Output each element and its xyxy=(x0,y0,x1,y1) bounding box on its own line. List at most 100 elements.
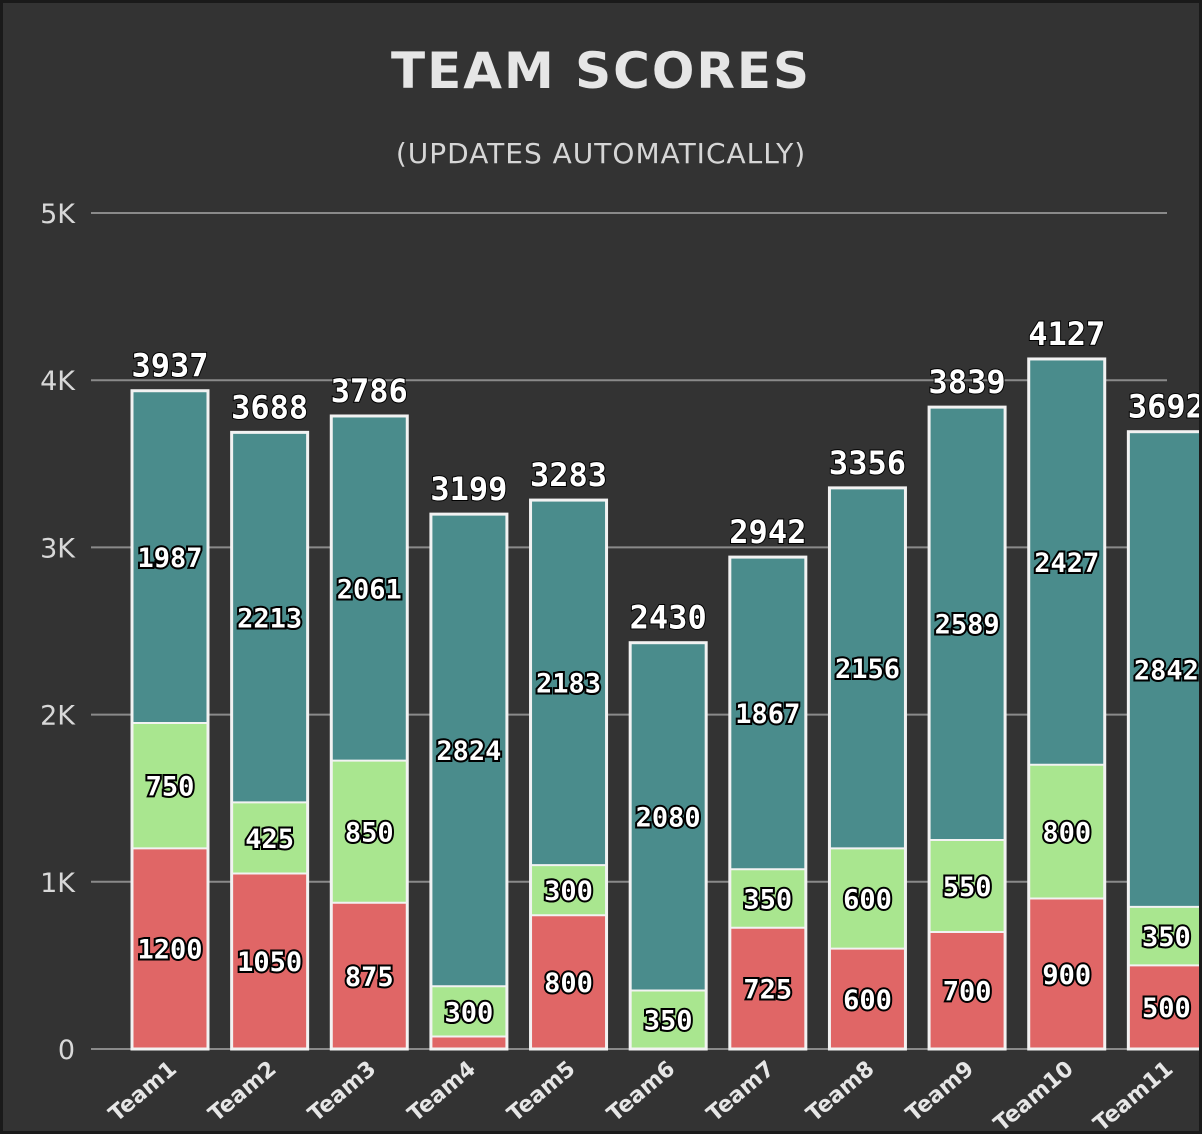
x-tick-label: Team4 xyxy=(403,1056,480,1127)
segment-value-label: 2080 xyxy=(636,803,701,834)
bar-segment xyxy=(231,802,308,874)
segment-value-label: 850 xyxy=(345,818,394,849)
bar-total-label: 3937 xyxy=(131,347,208,385)
segment-value-label: 300 xyxy=(445,997,494,1028)
bar-group: 500 350 2842 3692 xyxy=(1127,387,1199,1051)
segment-value-label: 2427 xyxy=(1034,548,1099,579)
segment-value-label: 350 xyxy=(1142,922,1191,953)
segment-value-label: 300 xyxy=(544,876,593,907)
segment-value-label: 350 xyxy=(743,885,792,916)
x-tick-label: Team7 xyxy=(702,1056,779,1127)
bar-segment xyxy=(1028,358,1105,765)
bar-segment xyxy=(630,642,707,991)
x-tick-label: Team9 xyxy=(902,1056,979,1127)
bar-total-label: 3356 xyxy=(829,444,906,482)
bar-segment xyxy=(829,848,906,949)
bar-segment xyxy=(530,915,607,1049)
segment-value-label: 900 xyxy=(1042,960,1091,991)
y-tick-label: 5K xyxy=(40,199,76,230)
bar-group: 1200 750 1987 3937 xyxy=(130,346,210,1051)
bar-segment xyxy=(929,407,1006,840)
x-tick-label: Team2 xyxy=(204,1056,281,1127)
x-tick-label: Team6 xyxy=(603,1056,680,1127)
bar-group: 300 2824 3199 xyxy=(429,469,508,1051)
bar-segment xyxy=(729,869,806,928)
bar-group: 875 850 2061 3786 xyxy=(330,371,409,1051)
y-tick-label: 2K xyxy=(40,701,76,732)
bar-total-label: 2430 xyxy=(630,599,707,637)
bar-group: 725 350 1867 2942 xyxy=(728,512,807,1051)
segment-value-label: 2589 xyxy=(935,610,1000,641)
bar-group: 1050 425 2213 3688 xyxy=(230,387,309,1051)
bar-segment xyxy=(231,432,308,803)
bar-segment xyxy=(729,927,806,1049)
bar-group: 900 800 2427 4127 xyxy=(1027,314,1106,1051)
bar-total-label: 4127 xyxy=(1028,315,1105,353)
bar-segment xyxy=(331,415,408,761)
bar-segment xyxy=(231,873,308,1049)
x-tick-label: Team10 xyxy=(989,1056,1078,1131)
segment-value-label: 750 xyxy=(146,772,195,803)
bar-segment xyxy=(929,840,1006,932)
bar-segment xyxy=(829,487,906,849)
bar-segment xyxy=(132,848,208,1049)
bar-segment xyxy=(630,990,707,1049)
bar-total-label: 2942 xyxy=(729,513,806,551)
x-tick-label: Team1 xyxy=(104,1056,181,1127)
segment-value-label: 2213 xyxy=(237,603,302,634)
bar-total-label: 3786 xyxy=(331,372,408,410)
bar-segment xyxy=(929,931,1006,1049)
segment-value-label: 700 xyxy=(943,976,992,1007)
segment-value-label: 800 xyxy=(1042,818,1091,849)
y-tick-label: 3K xyxy=(40,533,76,564)
segment-value-label: 2183 xyxy=(536,669,601,700)
bar-segment xyxy=(430,1036,507,1049)
y-axis: 0 1K 2K 3K 4K 5K xyxy=(40,199,76,1066)
segment-value-label: 2842 xyxy=(1134,655,1199,686)
chart-title: TEAM SCORES xyxy=(391,42,811,100)
x-axis: Team1 Team2 Team3 Team4 Team5 Team6 Team7 Team8… xyxy=(104,1056,1178,1131)
bar-total-label: 3688 xyxy=(231,388,308,426)
bar-group: 600 600 2156 3356 xyxy=(828,443,907,1051)
segment-value-label: 1867 xyxy=(735,699,800,730)
bar-group: 700 550 2589 3839 xyxy=(928,362,1007,1051)
segment-value-label: 2824 xyxy=(436,736,501,767)
y-tick-label: 0 xyxy=(58,1035,75,1066)
segment-value-label: 800 xyxy=(544,968,593,999)
bar-total-label: 3692 xyxy=(1128,388,1199,426)
bar-segment xyxy=(1128,965,1199,1049)
bar-total-label: 3839 xyxy=(929,363,1006,401)
segment-value-label: 725 xyxy=(743,974,792,1005)
x-tick-label: Team11 xyxy=(1089,1056,1178,1131)
bar-segment xyxy=(430,514,507,987)
bar-segment xyxy=(331,760,408,903)
segment-value-label: 600 xyxy=(843,885,892,916)
segment-value-label: 875 xyxy=(345,962,394,993)
segment-value-label: 2156 xyxy=(835,654,900,685)
bar-segment xyxy=(331,902,408,1049)
y-tick-label: 4K xyxy=(40,366,76,397)
y-tick-label: 1K xyxy=(40,868,76,899)
x-tick-label: Team8 xyxy=(802,1056,879,1127)
bar-segment xyxy=(1028,764,1105,899)
bar-segment xyxy=(1028,898,1105,1049)
segment-value-label: 600 xyxy=(843,985,892,1016)
segment-value-label: 500 xyxy=(1142,993,1191,1024)
chart-svg: TEAM SCORES (UPDATES AUTOMATICALLY) 0 1K 2… xyxy=(40,42,1199,1131)
segment-value-label: 550 xyxy=(943,872,992,903)
segment-value-label: 350 xyxy=(644,1006,693,1037)
bar-segment xyxy=(430,986,507,1037)
bar-segment xyxy=(132,390,208,723)
bar-group: 800 300 2183 3283 xyxy=(529,455,608,1051)
segment-value-label: 1987 xyxy=(137,543,202,574)
segment-value-label: 2061 xyxy=(337,574,402,605)
chart-subtitle: (UPDATES AUTOMATICALLY) xyxy=(396,137,806,170)
bar-segment xyxy=(132,722,208,849)
bar-segment xyxy=(530,500,607,866)
chart: TEAM SCORES (UPDATES AUTOMATICALLY) 0 1K 2… xyxy=(3,3,1199,1131)
bar-segment xyxy=(530,865,607,916)
segment-value-label: 1050 xyxy=(237,947,302,978)
segment-value-label: 425 xyxy=(245,824,294,855)
bar-segment xyxy=(1128,906,1199,966)
bar-segment xyxy=(729,557,806,870)
